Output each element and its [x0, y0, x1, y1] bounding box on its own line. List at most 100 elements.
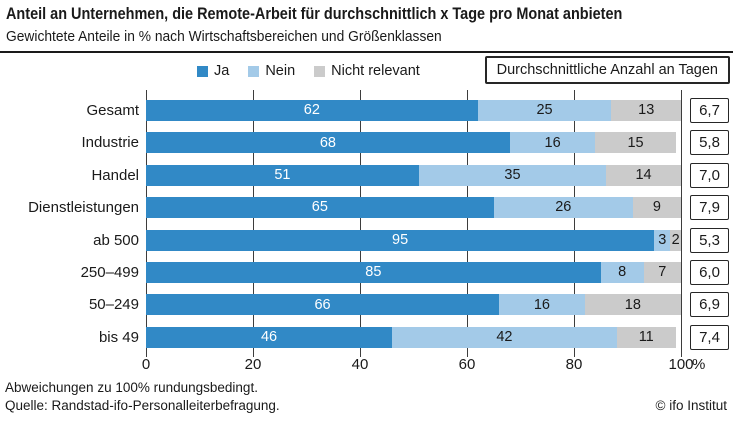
- legend-item: Ja: [197, 63, 229, 79]
- axis-tick: [681, 352, 682, 357]
- bar-segment: 2: [670, 229, 681, 251]
- legend: Ja Nein Nicht relevant: [197, 63, 420, 79]
- bar-row: 68 16 15: [146, 132, 681, 154]
- legend-swatch: [197, 65, 208, 77]
- header-divider: [0, 51, 733, 53]
- avg-days-value: 6,0: [690, 260, 729, 285]
- bar-segment: 85: [146, 262, 601, 283]
- bar-segment-label: 26: [555, 199, 572, 216]
- bar-segment: 11: [616, 326, 676, 348]
- bar-row: 62 25 13: [146, 100, 681, 121]
- bar-segment-label: 9: [652, 199, 661, 216]
- bar-segment: 35: [418, 164, 607, 186]
- bar-segment-label: 65: [311, 199, 328, 216]
- bar-segment: 46: [146, 326, 393, 348]
- category-label: Handel: [91, 166, 139, 184]
- category-label: Gesamt: [86, 102, 139, 119]
- bar-segment-label: 35: [504, 167, 521, 184]
- bar-segment-label: 66: [314, 296, 331, 313]
- gridline: [574, 90, 575, 352]
- bar-segment: 68: [146, 132, 510, 154]
- avg-days-value: 7,0: [690, 162, 729, 188]
- axis-tick: [253, 352, 254, 357]
- bar-segment: 13: [611, 100, 681, 121]
- bar-segment-label: 85: [365, 264, 382, 281]
- avg-days-box-title: Durchschnittliche Anzahl an Tagen: [484, 56, 730, 84]
- x-axis-tick-label: 0: [141, 356, 151, 373]
- footnote: Abweichungen zu 100% rundungsbedingt.: [5, 380, 258, 395]
- bar-segment: 51: [146, 164, 419, 186]
- bar-chart: 0 20 40 60 80 100% 62 25 13 68 16 15 51 35 14 65 26 9 95 3 2…: [0, 90, 733, 380]
- category-label: 50–249: [88, 296, 139, 314]
- bar-segment-label: 14: [635, 167, 652, 184]
- bar-segment-label: 46: [260, 329, 278, 346]
- category-label: Industrie: [81, 134, 139, 152]
- copyright-note: © ifo Institut: [655, 398, 727, 413]
- legend-swatch: [248, 65, 260, 77]
- bar-row: 51 35 14: [146, 164, 681, 186]
- gridline: [253, 90, 254, 352]
- bar-segment-label: 15: [627, 134, 644, 151]
- x-axis-tick-label: 100: [668, 356, 694, 373]
- axis-tick: [467, 352, 468, 357]
- x-axis-tick-label: 40: [351, 356, 369, 373]
- gridline: [360, 90, 361, 352]
- source-note: Quelle: Randstad-ifo-Personalleiterbefra…: [5, 398, 280, 413]
- bar-segment-label: 16: [533, 296, 550, 313]
- bar-segment: 18: [584, 294, 681, 316]
- bar-segment: 14: [606, 164, 681, 186]
- chart-title: Anteil an Unternehmen, die Remote-Arbeit…: [6, 4, 623, 23]
- bar-segment: 15: [595, 132, 676, 154]
- bar-segment: 9: [632, 197, 681, 219]
- avg-days-value: 6,9: [690, 292, 729, 318]
- bar-segment-label: 16: [544, 134, 561, 151]
- avg-days-value: 7,4: [690, 324, 729, 350]
- bar-segment-label: 51: [274, 167, 291, 184]
- bar-segment-label: 8: [618, 264, 627, 281]
- x-axis-tick-label: 80: [565, 356, 583, 373]
- axis-tick: [146, 352, 147, 357]
- bar-segment-label: 95: [392, 231, 409, 248]
- bar-segment-label: 3: [658, 231, 667, 248]
- legend-item: Nicht relevant: [314, 63, 420, 79]
- bar-row: 95 3 2: [146, 229, 681, 251]
- bar-segment-label: 11: [638, 329, 654, 346]
- x-axis-unit-label: %: [692, 356, 706, 373]
- bar-segment: 66: [146, 294, 500, 316]
- legend-item: Nein: [248, 63, 295, 79]
- bar-segment: 95: [146, 229, 655, 251]
- bar-segment-label: 42: [496, 329, 513, 346]
- axis-tick: [574, 352, 575, 357]
- avg-days-value: 7,9: [690, 195, 729, 221]
- bar-segment: 25: [477, 100, 612, 121]
- bar-segment: 65: [146, 197, 494, 219]
- legend-label: Ja: [214, 63, 230, 79]
- bar-row: 46 42 11: [146, 326, 681, 348]
- bar-segment: 7: [643, 262, 681, 283]
- bar-segment: 3: [654, 229, 671, 251]
- category-label: ab 500: [93, 231, 139, 249]
- category-label: Dienstleistungen: [28, 199, 139, 217]
- bar-row: 65 26 9: [146, 197, 681, 219]
- chart-subtitle: Gewichtete Anteile in % nach Wirtschafts…: [6, 28, 442, 45]
- x-axis-tick-label: 60: [458, 356, 476, 373]
- gridline: [146, 90, 147, 352]
- bar-segment-label: 68: [319, 134, 336, 151]
- x-axis-tick-label: 20: [244, 356, 262, 373]
- bar-segment-label: 25: [536, 102, 553, 119]
- bar-row: 66 16 18: [146, 294, 681, 316]
- plot-area: 0 20 40 60 80 100% 62 25 13 68 16 15 51 35 14 65 26 9 95 3 2…: [142, 90, 705, 373]
- bar-segment: 42: [392, 326, 617, 348]
- bar-segment-label: 18: [624, 296, 641, 313]
- avg-days-value: 5,3: [690, 227, 729, 253]
- gridline: [681, 90, 682, 352]
- bar-segment: 26: [493, 197, 633, 219]
- bar-segment: 62: [146, 100, 478, 121]
- bar-segment-label: 13: [638, 102, 655, 119]
- gridline: [467, 90, 468, 352]
- category-label: 250–499: [80, 264, 139, 281]
- avg-days-value: 6,7: [690, 98, 729, 123]
- legend-swatch: [314, 65, 326, 77]
- bar-segment: 16: [499, 294, 585, 316]
